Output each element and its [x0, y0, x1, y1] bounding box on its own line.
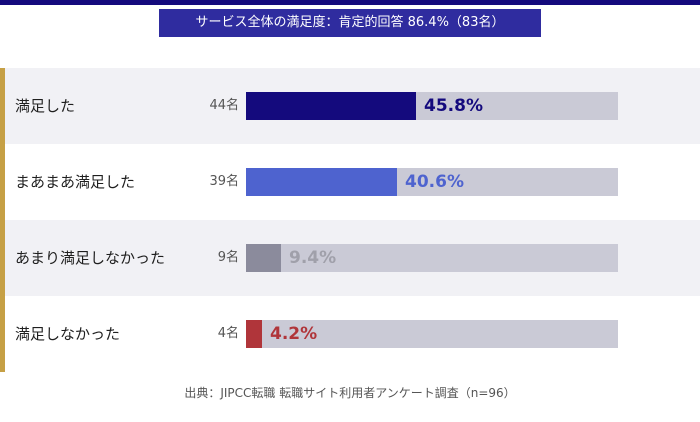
source-note: 出典：JIPCC転職 転職サイト利用者アンケート調査（n=96） — [184, 386, 516, 400]
category-label: あまり満足しなかった — [15, 249, 166, 267]
bar-row-not-satisfied: 満足しなかった 4名 4.2% — [5, 296, 700, 372]
bar-row-not-very-satisfied: あまり満足しなかった 9名 9.4% — [5, 220, 700, 296]
bar — [246, 92, 416, 120]
bar-track — [246, 244, 618, 272]
bar-row-satisfied: 満足した 44名 45.8% — [5, 68, 700, 144]
bar-row-somewhat-satisfied: まあまあ満足した 39名 40.6% — [5, 144, 700, 220]
top-rule — [0, 0, 700, 5]
count-label: 39名 — [209, 174, 239, 189]
chart-title: サービス全体の満足度：肯定的回答 86.4%（83名） — [159, 9, 541, 37]
count-label: 9名 — [217, 250, 239, 265]
value-label: 40.6% — [405, 172, 464, 192]
category-label: 満足した — [15, 97, 76, 115]
bar-track — [246, 320, 618, 348]
value-label: 9.4% — [289, 248, 337, 268]
category-label: 満足しなかった — [15, 325, 121, 343]
value-label: 45.8% — [424, 96, 483, 116]
category-label: まあまあ満足した — [15, 173, 136, 191]
bar — [246, 244, 281, 272]
accent-rule — [0, 68, 5, 372]
count-label: 44名 — [209, 98, 239, 113]
bar — [246, 168, 397, 196]
count-label: 4名 — [217, 326, 239, 341]
value-label: 4.2% — [270, 324, 318, 344]
bar — [246, 320, 262, 348]
